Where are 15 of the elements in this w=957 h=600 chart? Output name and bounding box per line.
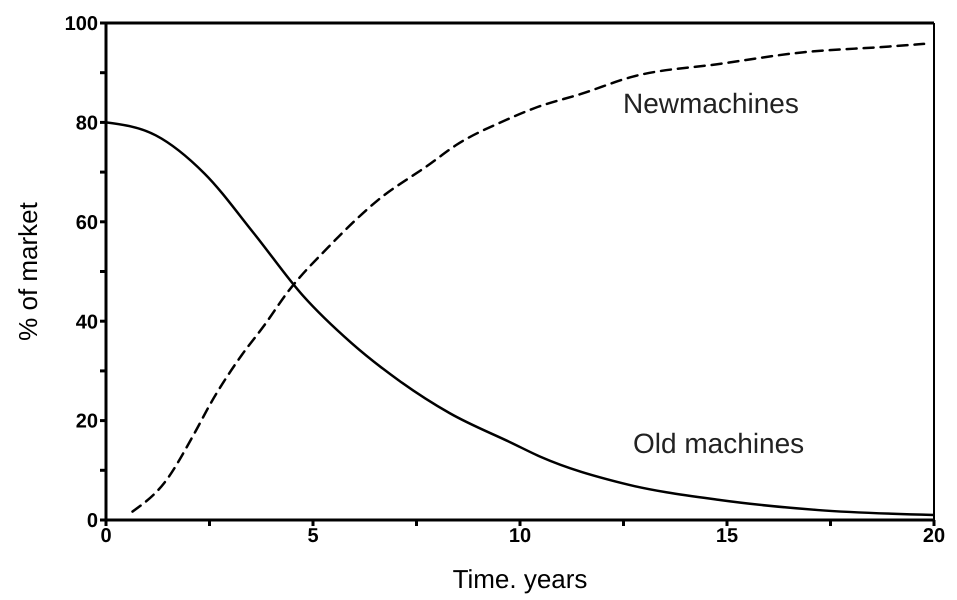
x-tick-label: 0 xyxy=(100,525,112,548)
annotation: Newmachines xyxy=(623,88,799,120)
y-tick-label: 0 xyxy=(86,510,98,532)
x-tick-label: 10 xyxy=(508,525,532,548)
x-axis-title: Time. years xyxy=(452,564,588,594)
y-tick-label: 40 xyxy=(76,311,98,334)
y-tick-label: 80 xyxy=(76,112,98,134)
y-tick-label: 20 xyxy=(76,410,98,433)
y-tick-label: 60 xyxy=(76,212,98,234)
y-tick-label: 100 xyxy=(64,13,98,36)
y-axis-title: % of market xyxy=(13,201,44,341)
x-tick-label: 5 xyxy=(307,525,319,548)
x-tick-label: 20 xyxy=(922,525,946,548)
annotation: Old machines xyxy=(633,428,804,460)
x-tick-label: 15 xyxy=(716,525,738,548)
